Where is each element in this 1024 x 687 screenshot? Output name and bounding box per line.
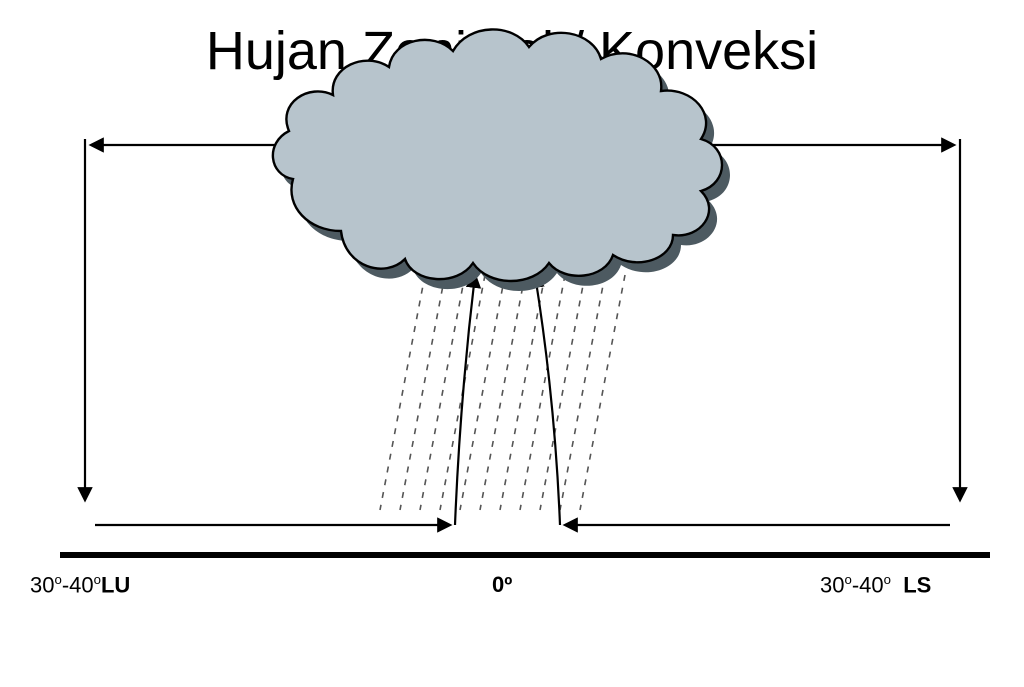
cloud-group bbox=[273, 29, 730, 291]
rain-line bbox=[480, 275, 525, 510]
arrow bbox=[535, 275, 560, 525]
rain-line bbox=[540, 275, 585, 510]
rain-line bbox=[460, 275, 505, 510]
rain-line bbox=[380, 275, 425, 510]
rain-line bbox=[400, 275, 445, 510]
diagram-svg bbox=[0, 0, 1024, 687]
rain-line bbox=[560, 275, 605, 510]
rain-line bbox=[500, 275, 545, 510]
cloud-body bbox=[273, 29, 722, 281]
rain-group bbox=[380, 275, 625, 510]
rain-line bbox=[580, 275, 625, 510]
arrow bbox=[455, 275, 475, 525]
diagram-stage: Hujan Zenithal / Konveksi 30o-40oLU 0º 3… bbox=[0, 0, 1024, 687]
cloud bbox=[273, 29, 730, 291]
